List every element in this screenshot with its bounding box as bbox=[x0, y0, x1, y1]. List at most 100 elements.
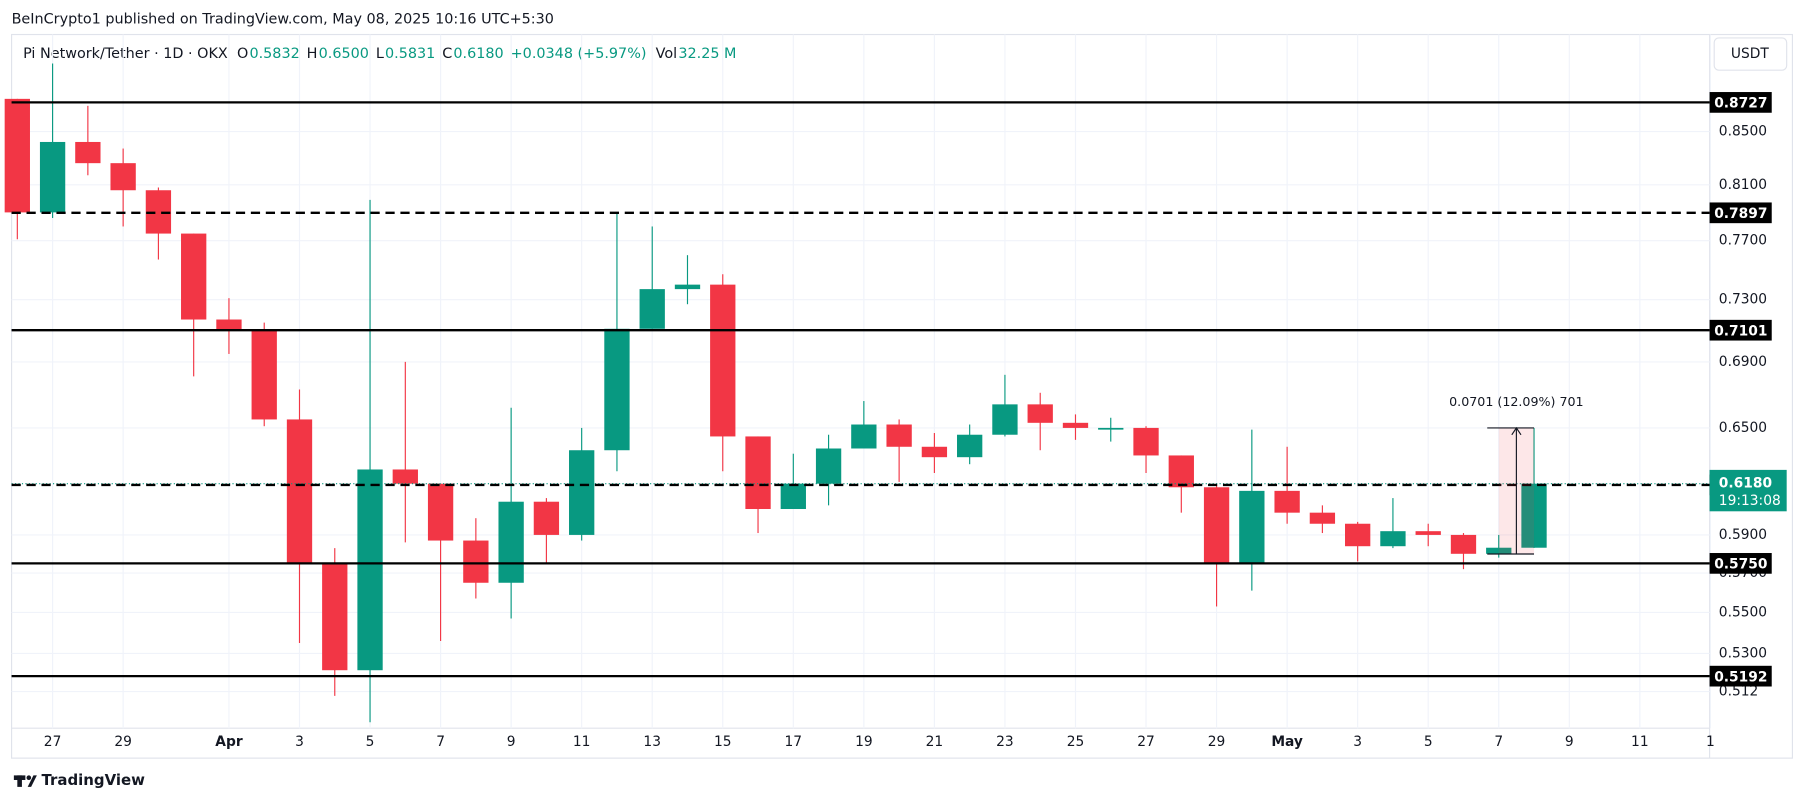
x-tick-label: 23 bbox=[996, 734, 1014, 750]
currency[interactable]: USDT bbox=[1731, 46, 1769, 62]
y-tick-label: 0.512 bbox=[1719, 684, 1759, 700]
ohlc-label: L bbox=[376, 46, 384, 62]
x-tick-label: 3 bbox=[295, 734, 304, 750]
ohlc-value: 0.5832 bbox=[249, 46, 299, 62]
publisher: BeInCrypto1 published on TradingView.com… bbox=[12, 12, 554, 28]
candle-body bbox=[39, 141, 66, 213]
candle-body bbox=[286, 419, 313, 564]
x-tick-label: 5 bbox=[366, 734, 375, 750]
candle-body bbox=[1415, 531, 1441, 535]
x-tick-label: 25 bbox=[1067, 734, 1085, 750]
candle-body bbox=[110, 163, 136, 191]
candle-body bbox=[1133, 427, 1159, 456]
last-price-box bbox=[1709, 469, 1787, 512]
countdown: 19:13:08 bbox=[1719, 493, 1781, 509]
candle-body bbox=[1486, 547, 1512, 554]
x-tick-label: 29 bbox=[114, 734, 132, 750]
candle-body bbox=[1309, 512, 1336, 524]
brand: TradingView bbox=[41, 771, 145, 789]
symbol-title: Pi Network/Tether · 1D · OKX bbox=[23, 46, 228, 62]
y-tick-label: 0.8100 bbox=[1719, 177, 1767, 193]
candle-body bbox=[1062, 422, 1089, 428]
ohlc-label: O bbox=[237, 46, 248, 62]
level-label: 0.8727 bbox=[1714, 96, 1767, 112]
candle-body bbox=[322, 563, 348, 671]
candle-body bbox=[710, 284, 736, 437]
candle-body bbox=[604, 328, 630, 451]
candle-body bbox=[463, 540, 489, 583]
x-tick-label: 11 bbox=[1631, 734, 1649, 750]
candle-body bbox=[815, 448, 842, 484]
candle-body bbox=[851, 424, 877, 449]
x-tick-label: 27 bbox=[1137, 734, 1155, 750]
candle-body bbox=[674, 284, 701, 290]
candle-body bbox=[75, 141, 101, 164]
ohlc-value: 0.5831 bbox=[385, 46, 435, 62]
candle-body bbox=[427, 483, 454, 541]
candle-body bbox=[1274, 490, 1300, 513]
candle-body bbox=[780, 483, 806, 510]
measure-arrowhead bbox=[1511, 426, 1522, 436]
x-tick-label: 9 bbox=[507, 734, 516, 750]
candle-body bbox=[498, 501, 524, 583]
candle-body bbox=[1345, 523, 1371, 547]
x-tick-label: 9 bbox=[1565, 734, 1574, 750]
level-label-box bbox=[1709, 553, 1772, 574]
y-tick-label: 0.7300 bbox=[1719, 292, 1767, 308]
candle-body bbox=[957, 434, 983, 458]
change: +0.0348 (+5.97%) bbox=[511, 46, 647, 62]
candle-body bbox=[745, 436, 771, 510]
x-tick-label: 19 bbox=[855, 734, 873, 750]
level-label-box bbox=[1709, 202, 1772, 224]
level-label: 0.5192 bbox=[1714, 669, 1767, 685]
x-tick-label: 7 bbox=[436, 734, 445, 750]
y-tick-label: 0.5900 bbox=[1719, 527, 1767, 543]
level-label: 0.7101 bbox=[1714, 323, 1767, 339]
candle-body bbox=[886, 424, 912, 447]
y-tick-label: 0.5500 bbox=[1719, 604, 1767, 620]
level-label-box bbox=[1709, 92, 1772, 113]
volume-label: Vol bbox=[656, 46, 678, 62]
candle-body bbox=[533, 501, 560, 535]
x-tick-label: 3 bbox=[1353, 734, 1362, 750]
y-tick-label: 0.5300 bbox=[1719, 645, 1767, 661]
candle-body bbox=[4, 98, 30, 213]
x-tick-label: May bbox=[1271, 734, 1303, 750]
measure-label: 0.0701 (12.09%) 701 bbox=[1449, 394, 1583, 409]
candle-body bbox=[1168, 455, 1194, 488]
level-label: 0.5750 bbox=[1714, 557, 1767, 573]
candle-body bbox=[1380, 531, 1406, 547]
x-tick-label: 5 bbox=[1424, 734, 1433, 750]
currency-button[interactable] bbox=[1713, 37, 1788, 71]
x-tick-label: 17 bbox=[785, 734, 803, 750]
candle-body bbox=[1203, 487, 1230, 564]
x-tick-label: 21 bbox=[926, 734, 944, 750]
candle-body bbox=[1239, 490, 1265, 564]
ohlc-label: H bbox=[307, 46, 318, 62]
candle-body bbox=[639, 289, 665, 329]
x-tick-label: 11 bbox=[573, 734, 591, 750]
level-label-box bbox=[1709, 665, 1772, 687]
x-tick-label: 7 bbox=[1494, 734, 1503, 750]
candle-body bbox=[992, 404, 1018, 435]
x-tick-label: 29 bbox=[1208, 734, 1226, 750]
candle-body bbox=[251, 330, 277, 420]
x-tick-label: Apr bbox=[215, 734, 243, 750]
candle-body bbox=[921, 446, 948, 458]
level-label-box bbox=[1709, 319, 1772, 341]
candle-body bbox=[1098, 427, 1124, 430]
candle-body bbox=[392, 469, 418, 484]
candle-body bbox=[1521, 483, 1547, 548]
candle-body bbox=[357, 469, 383, 671]
x-tick-label: 27 bbox=[44, 734, 62, 750]
x-tick-label: 15 bbox=[714, 734, 732, 750]
ohlc-value: 0.6180 bbox=[453, 46, 503, 62]
candle-body bbox=[216, 319, 242, 331]
level-label: 0.7897 bbox=[1714, 206, 1767, 222]
x-tick-label: 13 bbox=[643, 734, 661, 750]
candle-body bbox=[569, 450, 595, 535]
y-tick-label: 0.6900 bbox=[1719, 354, 1767, 370]
candle-body bbox=[1027, 404, 1053, 423]
